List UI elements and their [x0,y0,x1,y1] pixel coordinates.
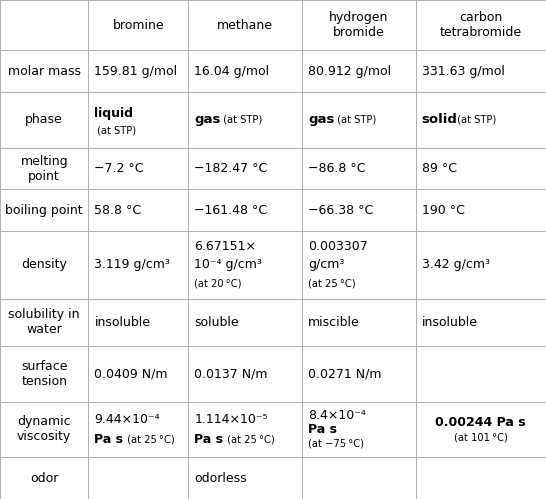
Text: melting
point: melting point [20,155,68,183]
Text: molar mass: molar mass [8,65,81,78]
Text: 89 °C: 89 °C [422,162,456,175]
Text: solid: solid [422,113,458,126]
Text: g/cm³: g/cm³ [308,258,345,271]
Text: surface
tension: surface tension [21,360,68,388]
Text: (at 101 °C): (at 101 °C) [454,433,508,443]
Text: 0.0137 N/m: 0.0137 N/m [194,367,268,380]
Text: methane: methane [217,18,273,31]
Text: (at 25 °C): (at 25 °C) [308,279,355,289]
Text: (at STP): (at STP) [221,115,263,125]
Text: (at 25 °C): (at 25 °C) [224,435,275,445]
Text: 8.4×10⁻⁴: 8.4×10⁻⁴ [308,409,366,422]
Text: 3.119 g/cm³: 3.119 g/cm³ [94,258,170,271]
Text: boiling point: boiling point [5,204,83,217]
Text: 331.63 g/mol: 331.63 g/mol [422,65,505,78]
Text: −86.8 °C: −86.8 °C [308,162,365,175]
Text: −66.38 °C: −66.38 °C [308,204,373,217]
Text: (at 25 °C): (at 25 °C) [124,435,175,445]
Text: Pa s: Pa s [194,433,223,446]
Text: 190 °C: 190 °C [422,204,465,217]
Text: bromine: bromine [112,18,164,31]
Text: carbon
tetrabromide: carbon tetrabromide [440,11,522,39]
Text: odorless: odorless [194,472,247,485]
Text: (at 20 °C): (at 20 °C) [194,279,242,289]
Text: gas: gas [194,113,221,126]
Text: liquid: liquid [94,107,133,120]
Text: 9.44×10⁻⁴: 9.44×10⁻⁴ [94,413,160,426]
Text: gas: gas [308,113,334,126]
Text: 1.114×10⁻⁵: 1.114×10⁻⁵ [194,413,268,426]
Text: phase: phase [25,113,63,126]
Text: −182.47 °C: −182.47 °C [194,162,268,175]
Text: miscible: miscible [308,316,360,329]
Text: density: density [21,258,67,271]
Text: 0.003307: 0.003307 [308,240,367,252]
Text: (at STP): (at STP) [334,115,376,125]
Text: 16.04 g/mol: 16.04 g/mol [194,65,270,78]
Text: 0.0271 N/m: 0.0271 N/m [308,367,382,380]
Text: Pa s: Pa s [308,423,337,436]
Text: solubility in
water: solubility in water [9,308,80,336]
Text: 6.67151×: 6.67151× [194,240,257,252]
Text: (at STP): (at STP) [97,126,136,136]
Text: 0.0409 N/m: 0.0409 N/m [94,367,168,380]
Text: hydrogen
bromide: hydrogen bromide [329,11,388,39]
Text: 3.42 g/cm³: 3.42 g/cm³ [422,258,490,271]
Text: 10⁻⁴ g/cm³: 10⁻⁴ g/cm³ [194,258,262,271]
Text: −7.2 °C: −7.2 °C [94,162,144,175]
Text: 58.8 °C: 58.8 °C [94,204,141,217]
Text: (at STP): (at STP) [454,115,496,125]
Text: 80.912 g/mol: 80.912 g/mol [308,65,391,78]
Text: odor: odor [30,472,58,485]
Text: dynamic
viscosity: dynamic viscosity [17,416,72,444]
Text: Pa s: Pa s [94,433,123,446]
Text: 159.81 g/mol: 159.81 g/mol [94,65,177,78]
Text: insoluble: insoluble [94,316,151,329]
Text: −161.48 °C: −161.48 °C [194,204,268,217]
Text: soluble: soluble [194,316,239,329]
Text: 0.00244 Pa s: 0.00244 Pa s [436,416,526,429]
Text: insoluble: insoluble [422,316,478,329]
Text: (at −75 °C): (at −75 °C) [308,439,364,449]
